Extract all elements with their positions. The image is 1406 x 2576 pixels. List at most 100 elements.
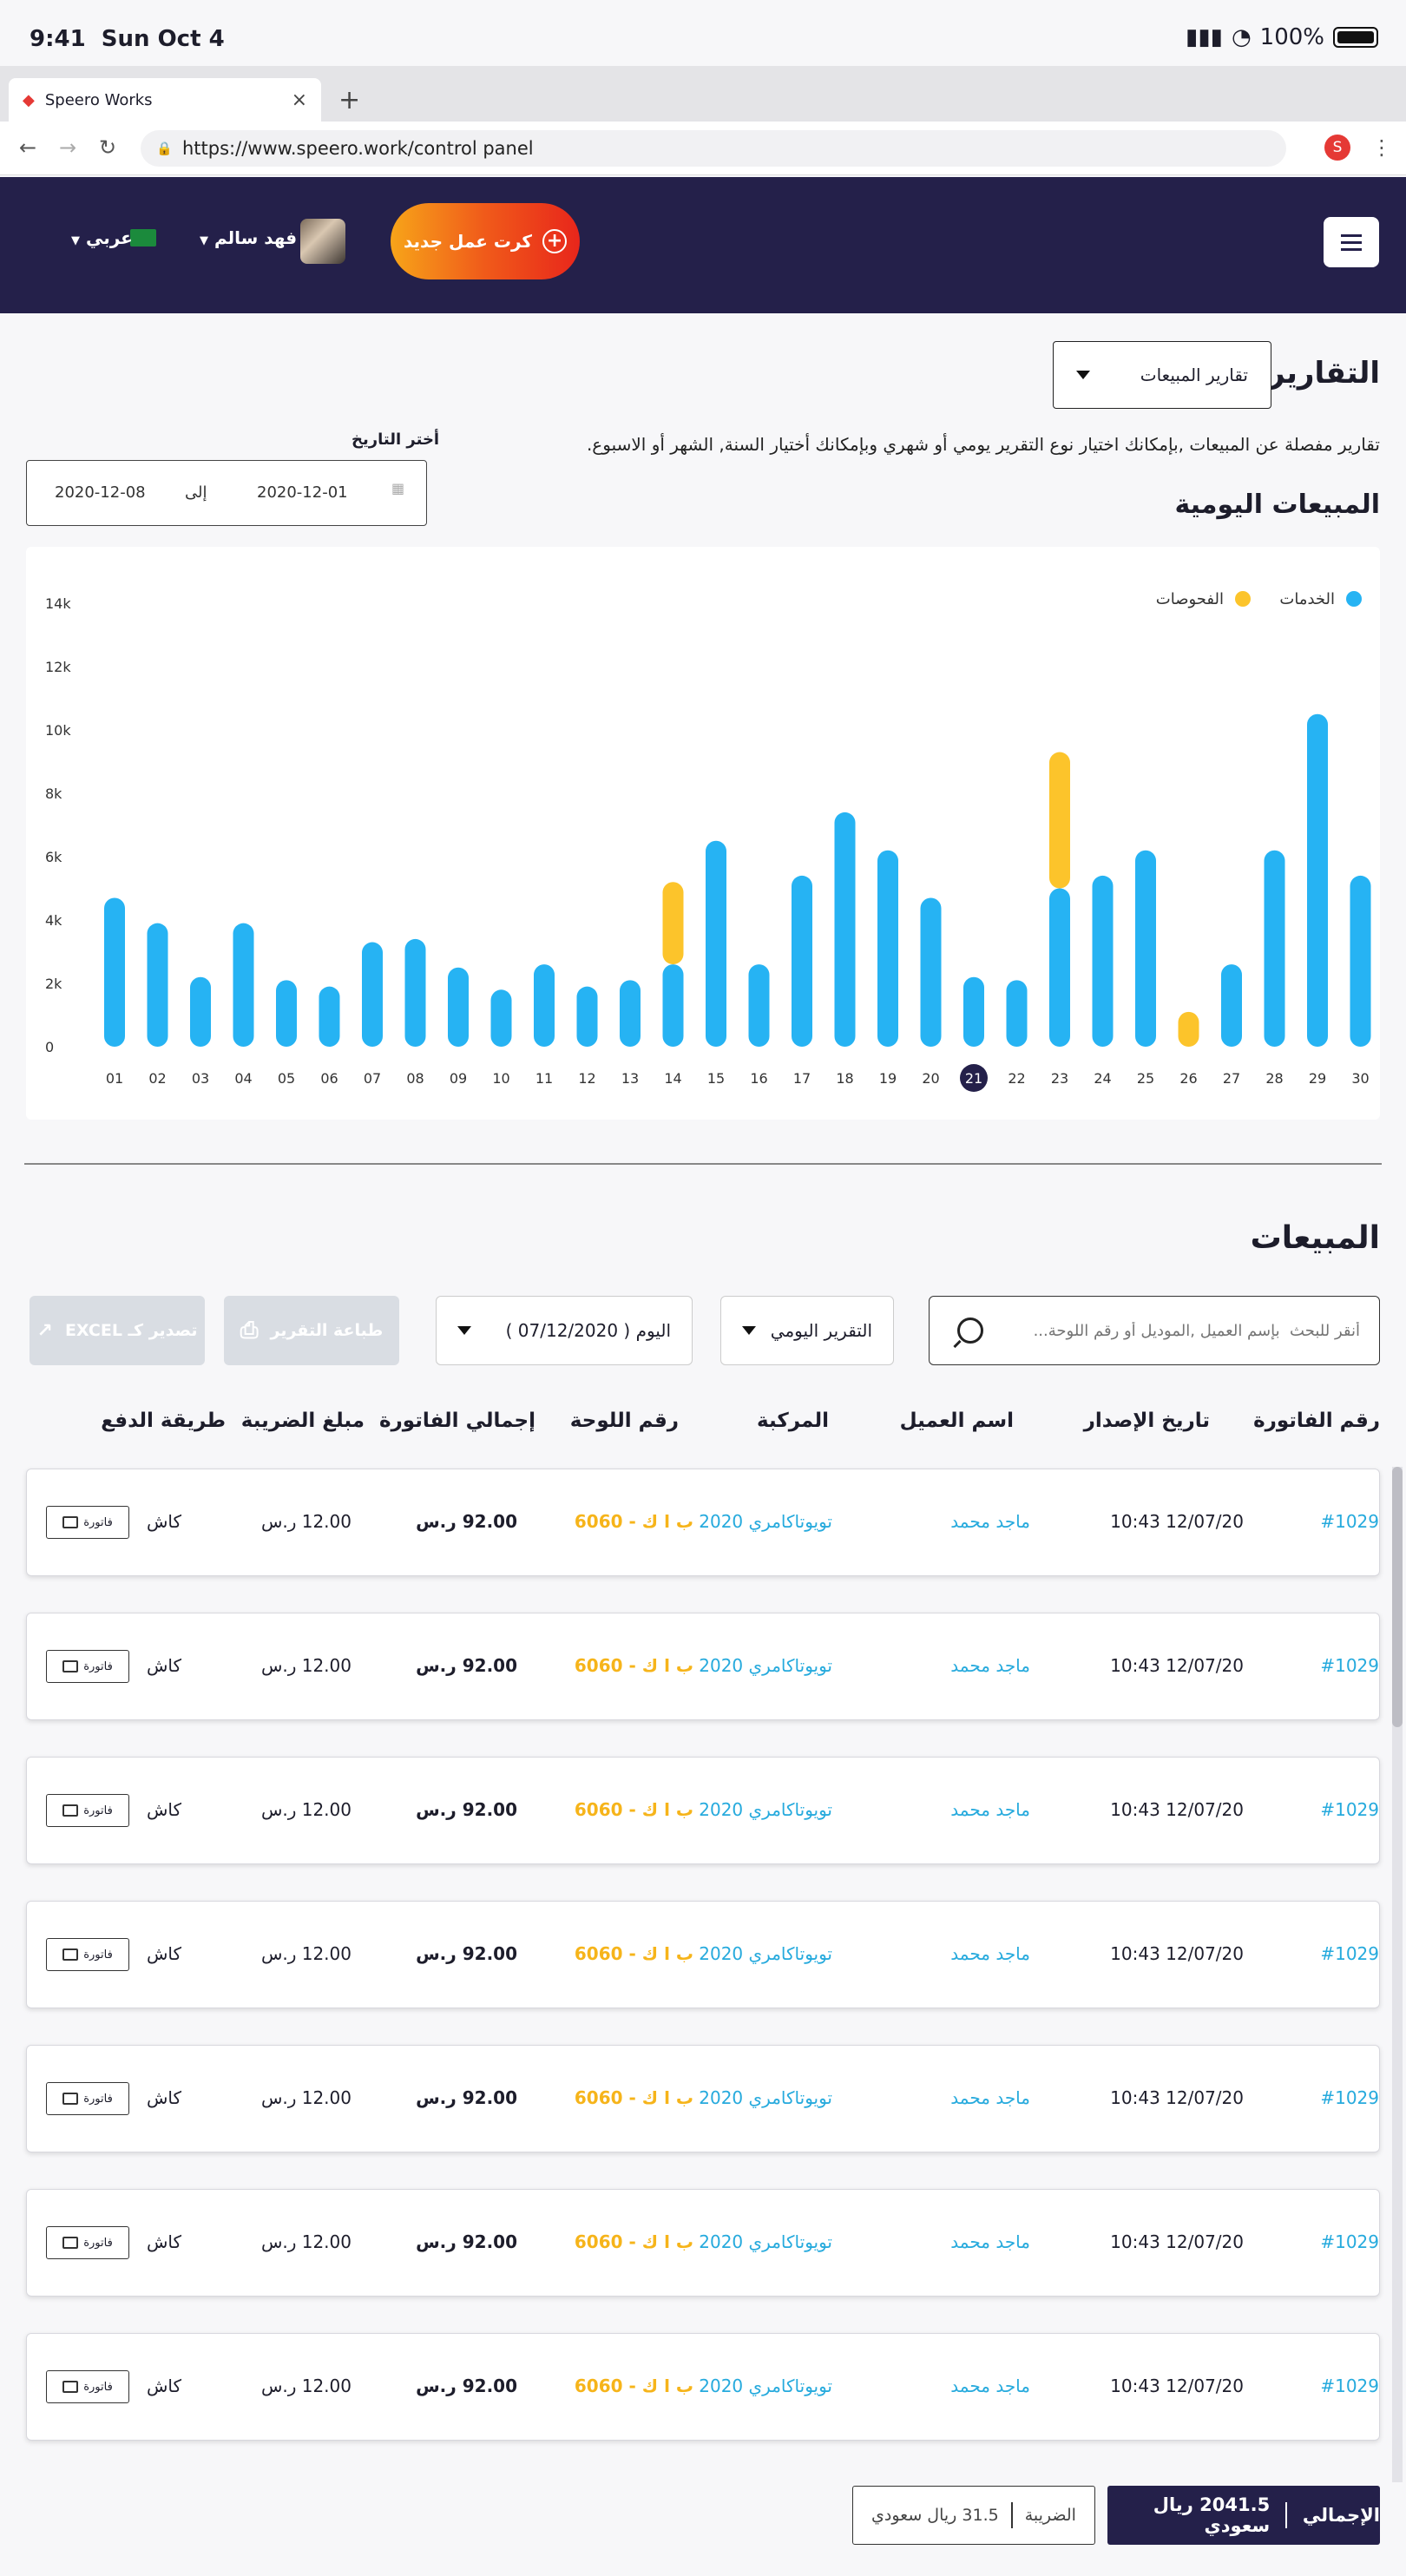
cell-date: 12/07/20 10:43 [1110, 2376, 1244, 2396]
invoice-print-button[interactable]: فاتورة [46, 2226, 129, 2259]
cell-total: 92.00 ر.س [416, 2231, 517, 2252]
cell-invoice[interactable]: #1029 [1320, 2376, 1379, 2396]
invoice-print-button[interactable]: فاتورة [46, 1650, 129, 1683]
bar-services-27 [1221, 964, 1242, 1047]
export-excel-button[interactable]: تصدير كـ EXCEL ↗ [30, 1296, 205, 1365]
cell-date: 12/07/20 10:43 [1110, 2087, 1244, 2108]
language-label: عربي [85, 227, 133, 248]
day-select-value: اليوم ( 07/12/2020 ) [505, 1320, 671, 1341]
invoice-print-button[interactable]: فاتورة [46, 2082, 129, 2115]
bar-inspections-14 [662, 882, 684, 965]
cell-tax: 12.00 ر.س [260, 2376, 352, 2396]
table-row[interactable]: #1029 12/07/20 10:43 ماجد محمد تويوتاكامري … [26, 2045, 1380, 2152]
bar-services-24 [1092, 875, 1114, 1047]
cell-invoice[interactable]: #1029 [1320, 1799, 1379, 1820]
print-label: طباعة التقرير [270, 1321, 384, 1340]
x-tick-label: 19 [879, 1070, 897, 1087]
bar-inspections-23 [1049, 752, 1070, 889]
speero-logo-icon: ◆ [23, 90, 35, 109]
user-avatar[interactable] [300, 219, 345, 264]
report-type-select[interactable]: تقارير المبيعات [1053, 341, 1271, 409]
bar-services-30 [1350, 875, 1371, 1047]
table-row[interactable]: #1029 12/07/20 10:43 ماجد محمد تويوتاكامري … [26, 1757, 1380, 1864]
grand-total-badge: الإجمالي 2041.5 ريال سعودي [1107, 2486, 1380, 2545]
y-tick-label: 14k [45, 595, 71, 612]
status-date: Sun Oct 4 [101, 26, 225, 52]
x-tick-label: 27 [1223, 1070, 1240, 1087]
date-picker-label: أختر التاريخ [352, 430, 440, 449]
report-period-select[interactable]: التقرير اليومي [720, 1296, 894, 1365]
date-to-label: إلى [185, 483, 207, 502]
cell-total: 92.00 ر.س [416, 1943, 517, 1964]
cell-total: 92.00 ر.س [416, 2376, 517, 2396]
back-icon[interactable]: ← [19, 135, 37, 160]
bar-services-18 [834, 812, 856, 1047]
invoice-print-button[interactable]: فاتورة [46, 2370, 129, 2403]
invoice-button-label: فاتورة [83, 2092, 113, 2106]
cell-invoice[interactable]: #1029 [1320, 1943, 1379, 1964]
cell-tax: 12.00 ر.س [260, 1655, 352, 1676]
bar-services-28 [1264, 850, 1285, 1047]
printer-icon: ⎙ [240, 1317, 259, 1344]
invoice-print-button[interactable]: فاتورة [46, 1938, 129, 1971]
table-row[interactable]: #1029 12/07/20 10:43 ماجد محمد تويوتاكامري … [26, 1901, 1380, 2008]
cell-total: 92.00 ر.س [416, 1511, 517, 1532]
report-type-value: تقارير المبيعات [1140, 365, 1248, 385]
url-text: https://www.speero.work/control panel [182, 138, 534, 159]
y-tick-label: 4k [45, 912, 62, 929]
dropdown-arrow-icon [1076, 371, 1090, 379]
cell-invoice[interactable]: #1029 [1320, 1655, 1379, 1676]
x-tick-label: 12 [578, 1070, 595, 1087]
legend-label-services: الخدمات [1279, 590, 1335, 608]
url-field[interactable]: 🔒 https://www.speero.work/control panel [141, 130, 1286, 167]
search-icon[interactable] [957, 1318, 983, 1344]
language-switcher[interactable]: ▼ عربي [71, 227, 133, 248]
new-job-label: كرت عمل جديد [403, 231, 533, 252]
bar-services-25 [1135, 850, 1156, 1047]
export-label: تصدير كـ EXCEL [64, 1321, 198, 1340]
invoice-button-label: فاتورة [83, 2236, 113, 2250]
more-menu-icon[interactable]: ⋮ [1371, 135, 1392, 160]
date-range-picker[interactable]: ▦ 2020-12-01 إلى 2020-12-08 [26, 460, 427, 526]
user-menu[interactable]: فهد سالم ▼ [200, 227, 297, 248]
cell-date: 12/07/20 10:43 [1110, 1511, 1244, 1532]
print-report-button[interactable]: طباعة التقرير ⎙ [224, 1296, 399, 1365]
profile-avatar[interactable]: S [1324, 135, 1350, 161]
table-row[interactable]: #1029 12/07/20 10:43 ماجد محمد تويوتاكامري … [26, 1613, 1380, 1720]
cell-date: 12/07/20 10:43 [1110, 1943, 1244, 1964]
cell-payment: كاش [146, 1655, 181, 1676]
forward-icon[interactable]: → [59, 135, 77, 160]
cell-vehicle: تويوتاكامري 2020 [699, 1511, 832, 1532]
table-row[interactable]: #1029 12/07/20 10:43 ماجد محمد تويوتاكامري … [26, 2189, 1380, 2297]
table-row[interactable]: #1029 12/07/20 10:43 ماجد محمد تويوتاكامري … [26, 1469, 1380, 1576]
bar-services-12 [576, 986, 598, 1047]
invoice-print-button[interactable]: فاتورة [46, 1506, 129, 1539]
new-job-card-button[interactable]: + كرت عمل جديد [391, 203, 580, 279]
bar-services-20 [920, 897, 942, 1047]
new-tab-icon[interactable]: + [338, 85, 361, 115]
table-row[interactable]: #1029 12/07/20 10:43 ماجد محمد تويوتاكامري … [26, 2333, 1380, 2441]
reload-icon[interactable]: ↻ [99, 135, 117, 160]
cell-invoice[interactable]: #1029 [1320, 2231, 1379, 2252]
daily-sales-chart: 0 2k 4k 6k 8k 10k 12k 14k الخدمات الفحوصات 01 02 03 0… [45, 590, 1371, 1092]
cell-vehicle: تويوتاكامري 2020 [699, 2376, 832, 2396]
x-tick-label: 11 [535, 1070, 553, 1087]
day-select[interactable]: اليوم ( 07/12/2020 ) [436, 1296, 693, 1365]
x-tick-label: 15 [707, 1070, 725, 1087]
cell-tax: 12.00 ر.س [260, 1799, 352, 1820]
dropdown-arrow-icon [457, 1326, 471, 1335]
search-input[interactable] [995, 1321, 1360, 1340]
close-tab-icon[interactable]: × [291, 89, 307, 111]
cell-invoice[interactable]: #1029 [1320, 1511, 1379, 1532]
x-tick-label: 03 [192, 1070, 209, 1087]
hamburger-menu-button[interactable] [1324, 217, 1379, 267]
cell-vehicle: تويوتاكامري 2020 [699, 1943, 832, 1964]
invoice-print-button[interactable]: فاتورة [46, 1794, 129, 1827]
scrollbar-thumb[interactable] [1392, 1467, 1403, 1727]
cell-customer: ماجد محمد [950, 2376, 1030, 2396]
col-issue-date: تاريخ الإصدار [1083, 1410, 1210, 1432]
cell-plate: ب ا ك - 6060 [574, 2376, 693, 2396]
cell-invoice[interactable]: #1029 [1320, 2087, 1379, 2108]
browser-tab[interactable]: ◆ Speero Works × [9, 78, 321, 122]
sales-search-box[interactable] [929, 1296, 1380, 1365]
